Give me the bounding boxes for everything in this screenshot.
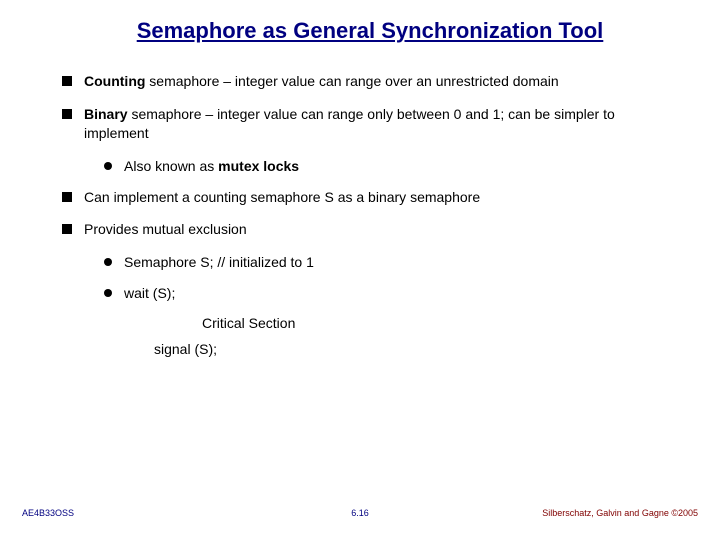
bullet-text: Counting semaphore – integer value can r… <box>84 72 559 91</box>
bullet-text: Can implement a counting semaphore S as … <box>84 188 480 207</box>
bullet-mutual-exclusion: Provides mutual exclusion <box>62 220 680 239</box>
square-bullet-icon <box>62 224 72 234</box>
footer-attribution: Silberschatz, Galvin and Gagne ©2005 <box>542 508 698 518</box>
sub-semaphore-decl: Semaphore S; // initialized to 1 <box>104 253 680 272</box>
rest-text: semaphore – integer value can range over… <box>145 73 558 89</box>
sub-text: Also known as mutex locks <box>124 157 299 176</box>
signal-call: signal (S); <box>154 341 680 357</box>
circle-bullet-icon <box>104 258 112 266</box>
critical-section-label: Critical Section <box>202 315 680 331</box>
bullet-text: Binary semaphore – integer value can ran… <box>84 105 680 143</box>
slide-footer: AE4B33OSS 6.16 Silberschatz, Galvin and … <box>0 508 720 518</box>
square-bullet-icon <box>62 109 72 119</box>
square-bullet-icon <box>62 76 72 86</box>
footer-page-number: 6.16 <box>351 508 369 518</box>
footer-course-code: AE4B33OSS <box>22 508 74 518</box>
square-bullet-icon <box>62 192 72 202</box>
circle-bullet-icon <box>104 289 112 297</box>
sub-mutex: Also known as mutex locks <box>104 157 680 176</box>
bullet-implement: Can implement a counting semaphore S as … <box>62 188 680 207</box>
bold-term: Binary <box>84 106 128 122</box>
pre-text: Also known as <box>124 158 218 174</box>
bullet-counting: Counting semaphore – integer value can r… <box>62 72 680 91</box>
bold-term: mutex locks <box>218 158 299 174</box>
sub-text: wait (S); <box>124 284 175 303</box>
sub-wait: wait (S); <box>104 284 680 303</box>
slide-content: Counting semaphore – integer value can r… <box>0 72 720 357</box>
bullet-binary: Binary semaphore – integer value can ran… <box>62 105 680 143</box>
slide-title: Semaphore as General Synchronization Too… <box>0 0 720 72</box>
rest-text: semaphore – integer value can range only… <box>84 106 615 141</box>
bold-term: Counting <box>84 73 145 89</box>
bullet-text: Provides mutual exclusion <box>84 220 247 239</box>
circle-bullet-icon <box>104 162 112 170</box>
sub-text: Semaphore S; // initialized to 1 <box>124 253 314 272</box>
